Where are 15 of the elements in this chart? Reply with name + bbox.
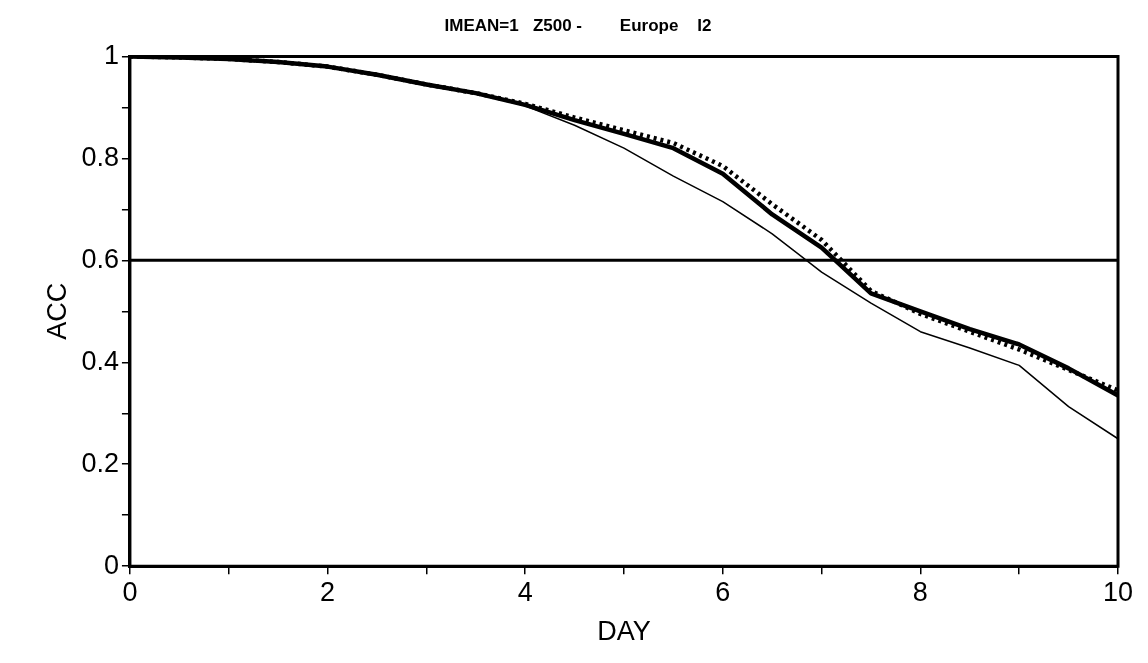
x-tick-label: 8 (912, 576, 928, 607)
y-axis-title: ACC (41, 282, 72, 340)
x-tick-label: 10 (1102, 576, 1134, 607)
y-tick-label: 0.6 (81, 243, 119, 274)
y-tick-label: 0 (103, 549, 119, 580)
y-tick-label: 1 (103, 39, 119, 70)
x-tick-label: 0 (122, 576, 138, 607)
chart-title: IMEAN=1 Z500 - Europe I2 (444, 15, 712, 35)
x-tick-label: 4 (517, 576, 533, 607)
y-tick-label: 0.8 (81, 141, 119, 172)
x-tick-label: 2 (320, 576, 336, 607)
x-tick-label: 6 (715, 576, 731, 607)
y-tick-label: 0.4 (81, 345, 119, 376)
y-tick-label: 0.2 (81, 447, 119, 478)
x-axis-title: DAY (597, 616, 651, 647)
